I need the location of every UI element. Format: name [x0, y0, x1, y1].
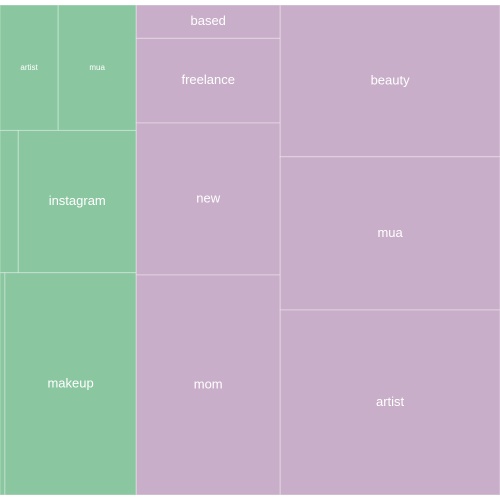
treemap-tile [4, 272, 137, 496]
tile-label: new [196, 190, 220, 205]
treemap-tile [135, 4, 281, 39]
treemap-tile [0, 129, 19, 274]
tile-label: mua [89, 63, 105, 72]
treemap-tile [279, 156, 500, 311]
tile-label: makeup [47, 375, 93, 390]
treemap-tile [57, 4, 137, 131]
treemap-tile [279, 4, 500, 158]
tile-label: artist [20, 63, 38, 72]
treemap-tile [17, 129, 137, 274]
tile-label: mua [377, 225, 403, 240]
tile-label: artist [376, 394, 405, 409]
treemap-tile [135, 122, 281, 276]
treemap-tile [135, 274, 281, 496]
tile-label: freelance [181, 72, 234, 87]
tile-label: based [190, 13, 225, 28]
tile-label: beauty [371, 72, 411, 87]
treemap-tile [135, 37, 281, 124]
treemap-tile [0, 4, 59, 131]
treemap-tile [279, 309, 500, 496]
tile-label: instagram [49, 193, 106, 208]
tile-label: mom [194, 376, 223, 391]
treemap-tile [0, 272, 6, 496]
